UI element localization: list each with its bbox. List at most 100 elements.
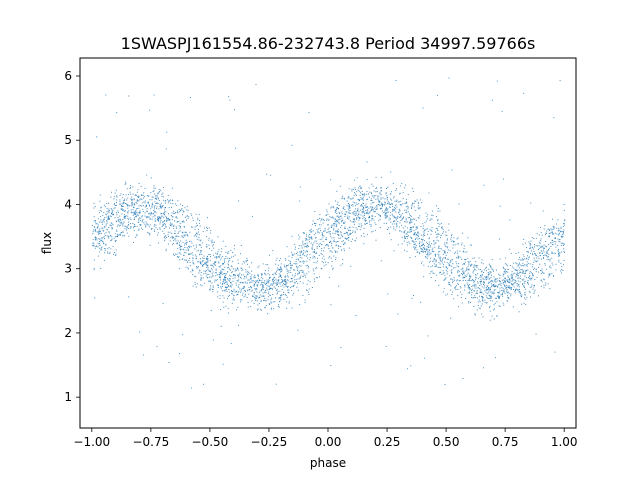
- data-point: [502, 266, 504, 268]
- data-point: [138, 221, 140, 223]
- data-point: [155, 197, 157, 199]
- data-point: [110, 234, 112, 236]
- data-point: [454, 279, 456, 281]
- data-point: [329, 256, 331, 258]
- data-point: [419, 252, 420, 254]
- data-point: [208, 280, 210, 282]
- data-point: [330, 257, 332, 259]
- data-point: [190, 97, 191, 98]
- data-point: [133, 226, 135, 228]
- data-point: [148, 226, 150, 228]
- data-point: [264, 307, 266, 309]
- data-point: [537, 249, 539, 250]
- data-point: [154, 220, 156, 222]
- data-point: [126, 232, 128, 234]
- data-point: [363, 236, 365, 238]
- data-point: [493, 293, 495, 295]
- data-point: [286, 273, 288, 275]
- data-point: [155, 227, 157, 229]
- data-point: [396, 225, 398, 227]
- data-point: [362, 215, 364, 217]
- data-point: [521, 269, 523, 271]
- data-point: [134, 194, 136, 196]
- data-point: [329, 230, 331, 232]
- data-point: [100, 206, 102, 208]
- data-point: [528, 283, 529, 285]
- data-point: [494, 308, 495, 310]
- data-point: [424, 221, 426, 223]
- data-point: [101, 221, 103, 223]
- data-point: [220, 309, 221, 311]
- data-point: [133, 199, 135, 201]
- data-point: [377, 198, 379, 200]
- data-point: [194, 283, 196, 285]
- data-point: [227, 263, 229, 265]
- data-point: [385, 346, 387, 347]
- data-point: [462, 280, 464, 281]
- data-point: [515, 262, 517, 264]
- data-point: [122, 194, 124, 196]
- data-point: [466, 274, 468, 276]
- data-point: [347, 216, 349, 218]
- data-point: [354, 212, 356, 214]
- data-point: [128, 221, 129, 223]
- data-point: [387, 186, 389, 188]
- data-point: [123, 221, 125, 223]
- data-point: [232, 299, 234, 301]
- data-point: [194, 248, 196, 250]
- data-point: [439, 260, 441, 262]
- data-point: [474, 295, 476, 297]
- data-point: [407, 231, 409, 233]
- data-point: [523, 92, 525, 94]
- data-point: [447, 249, 449, 251]
- data-point: [198, 249, 200, 251]
- data-point: [181, 259, 183, 260]
- data-point: [361, 212, 363, 214]
- data-point: [342, 259, 344, 261]
- data-point: [218, 276, 220, 278]
- data-point: [199, 269, 201, 271]
- data-point: [295, 246, 296, 248]
- data-point: [523, 273, 525, 274]
- data-point: [97, 218, 99, 220]
- data-point: [449, 262, 451, 263]
- data-point: [428, 192, 430, 194]
- data-point: [541, 281, 543, 283]
- data-point: [269, 280, 271, 282]
- data-point: [460, 297, 462, 298]
- data-point: [230, 275, 232, 277]
- data-point: [294, 253, 296, 255]
- data-point: [306, 246, 308, 248]
- data-point: [130, 187, 131, 189]
- data-point: [185, 252, 187, 254]
- data-point: [259, 290, 261, 292]
- data-point: [241, 288, 243, 290]
- data-point: [265, 292, 267, 294]
- data-point: [224, 280, 226, 282]
- data-point: [189, 261, 191, 263]
- data-point: [475, 279, 476, 281]
- data-point: [363, 214, 365, 216]
- data-point: [125, 226, 127, 228]
- data-point: [117, 236, 118, 238]
- data-point: [191, 214, 193, 216]
- data-point: [428, 237, 430, 239]
- data-point: [362, 198, 364, 200]
- data-point: [141, 227, 142, 229]
- data-point: [268, 282, 270, 284]
- data-point: [265, 289, 267, 291]
- data-point: [437, 223, 439, 224]
- data-point: [414, 248, 416, 250]
- data-point: [165, 148, 167, 150]
- data-point: [484, 290, 486, 292]
- data-point: [429, 246, 431, 248]
- data-point: [389, 232, 390, 234]
- data-point: [330, 250, 332, 252]
- data-point: [488, 268, 490, 270]
- data-point: [474, 314, 476, 316]
- data-point: [478, 299, 480, 301]
- data-point: [186, 241, 188, 243]
- data-point: [340, 232, 342, 234]
- data-point: [556, 223, 557, 225]
- data-point: [208, 270, 210, 272]
